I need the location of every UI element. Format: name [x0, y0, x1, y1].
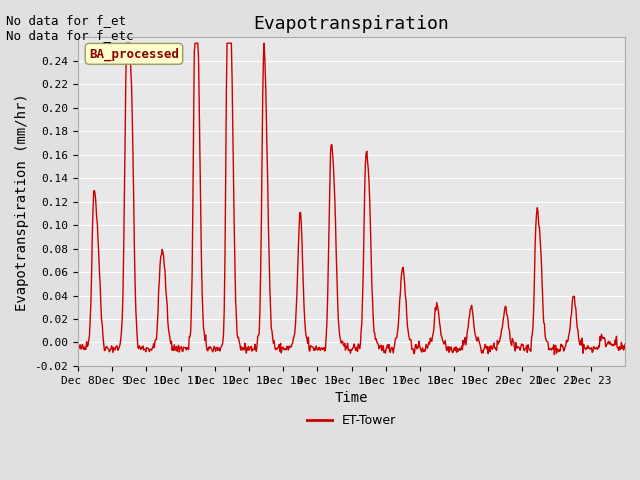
X-axis label: Time: Time: [335, 391, 368, 405]
Text: BA_processed: BA_processed: [89, 47, 179, 60]
Y-axis label: Evapotranspiration (mm/hr): Evapotranspiration (mm/hr): [15, 93, 29, 311]
Legend: ET-Tower: ET-Tower: [302, 409, 401, 432]
Text: No data for f_et
No data for f_etc: No data for f_et No data for f_etc: [6, 14, 134, 42]
Title: Evapotranspiration: Evapotranspiration: [253, 15, 449, 33]
